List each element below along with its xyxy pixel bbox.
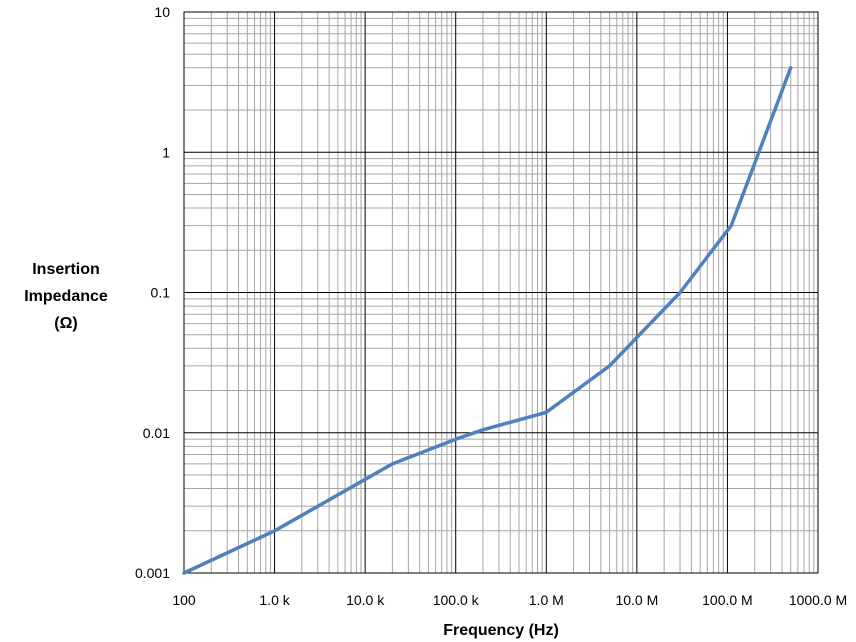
y-axis-title-line-1: Insertion <box>32 261 100 278</box>
series-line-0 <box>182 66 793 575</box>
y-tick-label: 1 <box>162 144 170 160</box>
y-axis-title-line-3: (Ω) <box>54 315 77 332</box>
x-tick-label: 1.0 M <box>529 592 564 608</box>
x-tick-label: 1000.0 M <box>789 592 847 608</box>
x-tick-label: 10.0 k <box>346 592 385 608</box>
x-tick-labels: 100 1.0 k 10.0 k 100.0 k 1.0 M 10.0 M 100.0 M 1… <box>172 592 847 608</box>
y-tick-labels: 0.001 0.01 0.1 1 10 <box>135 4 170 581</box>
y-tick-label: 10 <box>154 4 170 20</box>
y-axis-title-line-2: Impedance <box>24 288 108 305</box>
y-axis-title: Insertion Impedance (Ω) <box>24 261 108 332</box>
x-tick-label: 100 <box>172 592 196 608</box>
x-tick-label: 100.0 k <box>433 592 480 608</box>
series-layer <box>182 66 793 575</box>
x-tick-label: 100.0 M <box>702 592 753 608</box>
major-gridlines <box>183 11 819 574</box>
x-tick-label: 10.0 M <box>615 592 658 608</box>
y-tick-label: 0.01 <box>143 425 170 441</box>
y-tick-label: 0.1 <box>151 285 171 301</box>
x-axis-title: Frequency (Hz) <box>443 622 559 639</box>
x-tick-label: 1.0 k <box>259 592 290 608</box>
plot-frame <box>183 11 819 574</box>
y-tick-label: 0.001 <box>135 565 170 581</box>
